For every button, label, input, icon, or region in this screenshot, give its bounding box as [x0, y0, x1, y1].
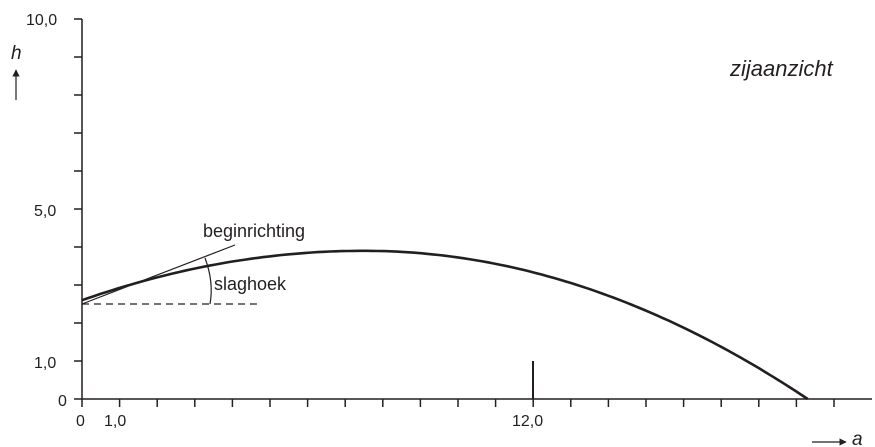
start-direction-label: beginrichting — [203, 221, 305, 241]
trajectory-curve — [81, 249, 809, 401]
y-tick-label-5: 5,0 — [34, 203, 56, 220]
launch-angle-arc — [204, 257, 212, 305]
y-tick-label-10: 10,0 — [26, 12, 57, 29]
y-ticks — [74, 18, 82, 400]
x-tick-label-1: 1,0 — [104, 413, 126, 430]
launch-angle-label: slaghoek — [214, 274, 287, 294]
x-tick-label-0: 0 — [76, 413, 85, 430]
view-title: zijaanzicht — [729, 56, 834, 81]
y-axis-label: h — [11, 43, 22, 64]
y-tick-label-1: 1,0 — [34, 355, 56, 372]
x-ticks — [81, 399, 835, 407]
start-direction-line — [81, 244, 236, 305]
x-tick-label-12: 12,0 — [512, 413, 543, 430]
x-axis-label: a — [852, 429, 863, 447]
y-tick-label-0: 0 — [58, 393, 67, 410]
